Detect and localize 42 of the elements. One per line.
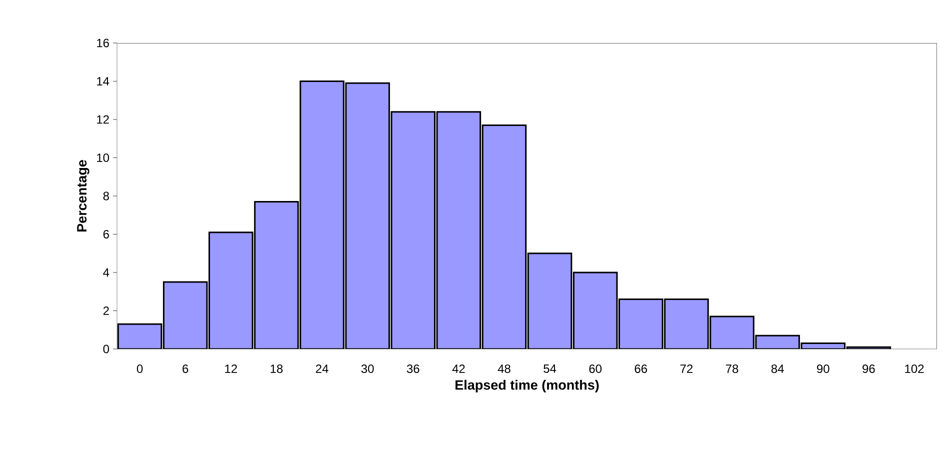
x-tick-label: 30 — [361, 364, 374, 374]
y-tick-label: 16 — [97, 38, 109, 48]
x-tick-label: 6 — [182, 364, 188, 374]
y-tick-label: 12 — [97, 115, 109, 124]
x-tick-label: 42 — [452, 364, 465, 373]
x-tick-label: 102 — [905, 364, 924, 374]
y-axis-title: Percentage — [77, 160, 90, 232]
y-tick-label: 4 — [103, 268, 110, 277]
bar — [390, 111, 436, 349]
x-tick-label: 96 — [862, 364, 875, 374]
x-tick-label: 48 — [498, 364, 510, 374]
bar — [572, 272, 618, 349]
bar — [482, 124, 527, 349]
x-tick-label: 54 — [544, 364, 556, 373]
bar — [208, 232, 254, 349]
bar — [300, 80, 344, 349]
x-tick-label: 60 — [589, 364, 602, 374]
y-tick-label: 10 — [97, 153, 110, 162]
x-tick-label: 66 — [634, 364, 648, 374]
x-axis-title: Elapsed time (months) — [456, 380, 599, 392]
y-tick-label: 2 — [103, 306, 109, 315]
x-tick-label: 84 — [771, 364, 784, 374]
x-tick-label: 0 — [136, 364, 143, 374]
bar — [664, 298, 709, 349]
y-tick-label: 8 — [103, 192, 109, 200]
x-tick-label: 36 — [406, 364, 420, 374]
bar — [254, 200, 299, 349]
bar — [527, 252, 572, 349]
x-tick-label: 72 — [680, 364, 693, 373]
bar — [710, 316, 754, 349]
x-tick-label: 18 — [270, 364, 283, 374]
x-tick-label: 24 — [316, 364, 328, 373]
y-tick-label: 14 — [97, 77, 110, 86]
x-tick-label: 78 — [726, 364, 738, 374]
y-tick-label: 0 — [103, 344, 110, 354]
bar — [162, 281, 208, 349]
bar — [618, 298, 664, 349]
bar — [436, 111, 482, 349]
x-tick-label: 90 — [817, 364, 830, 374]
y-tick-label: 6 — [103, 230, 109, 238]
x-tick-label: 12 — [225, 364, 237, 373]
bar — [345, 82, 390, 349]
